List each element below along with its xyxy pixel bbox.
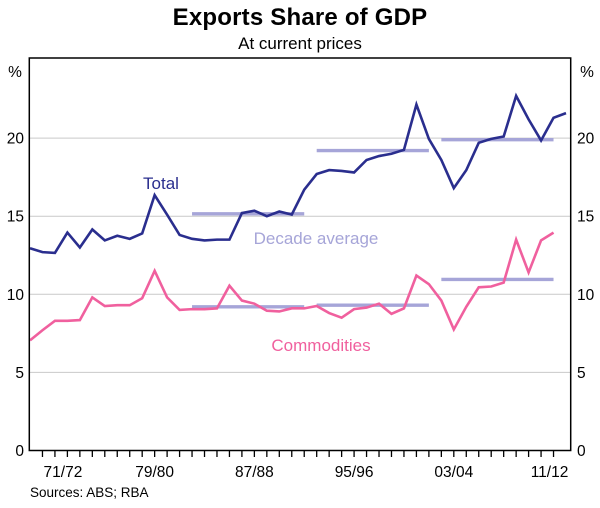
x-axis-label: 79/80 <box>135 464 174 481</box>
y-axis-label-right: 10 <box>577 287 595 304</box>
y-axis-label-right: 20 <box>577 131 595 148</box>
x-axis-label: 71/72 <box>44 464 83 481</box>
y-axis-label-right: 5 <box>577 365 586 382</box>
y-axis-label-left: 15 <box>7 209 24 226</box>
source-note: Sources: ABS; RBA <box>30 485 149 500</box>
y-axis-label-right: 0 <box>577 443 586 460</box>
y-axis-label-left: 0 <box>15 443 24 460</box>
axis-unit-left: % <box>8 64 22 81</box>
x-axis-label: 95/96 <box>335 464 374 481</box>
y-axis-label-left: 5 <box>15 365 24 382</box>
series-label-total: Total <box>143 174 179 193</box>
x-axis-label: 03/04 <box>434 464 473 481</box>
total-line <box>29 92 567 255</box>
x-axis-label: 87/88 <box>235 464 274 481</box>
chart-title: Exports Share of GDP <box>172 4 428 31</box>
series-label-commodities: Commodities <box>271 336 370 355</box>
chart-subtitle: At current prices <box>238 34 362 53</box>
series-label-decade-average: Decade average <box>254 229 379 248</box>
plot-frame <box>28 57 572 452</box>
y-axis-label-left: 10 <box>7 287 25 304</box>
commodities-line <box>29 231 555 342</box>
x-axis-label: 11/12 <box>531 464 569 481</box>
axis-unit-right: % <box>580 64 594 81</box>
y-axis-label-right: 15 <box>577 209 594 226</box>
y-axis-label-left: 20 <box>7 131 25 148</box>
